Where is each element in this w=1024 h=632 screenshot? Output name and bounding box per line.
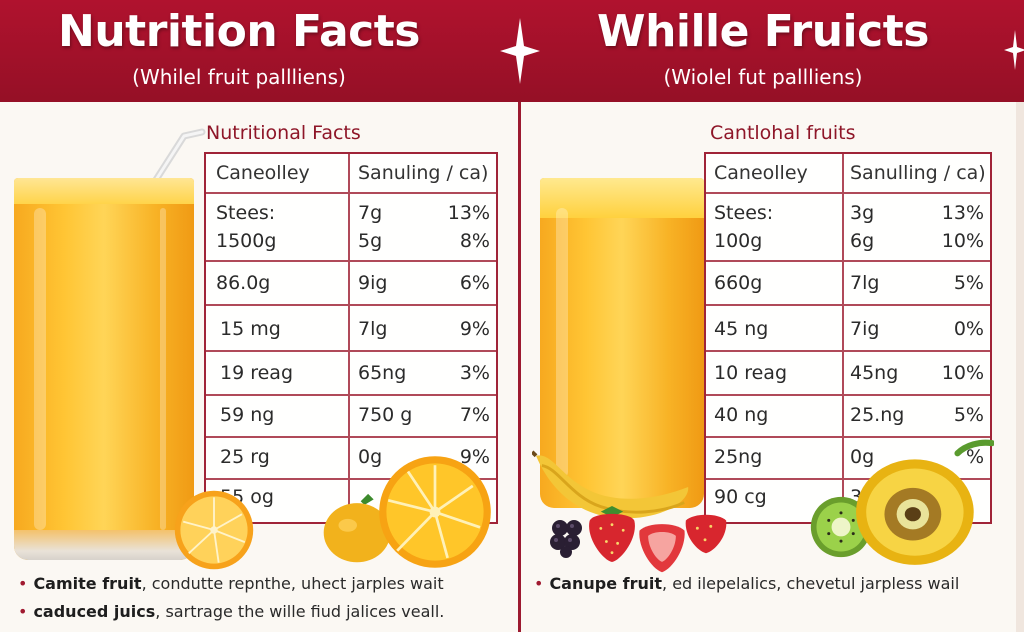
papaya-icon bbox=[856, 439, 994, 565]
nutrient-name: 1500g bbox=[216, 230, 277, 252]
strawberry-icon bbox=[685, 514, 727, 554]
nutrient-name: 86.0g bbox=[216, 272, 271, 294]
nutrient-amount: 0g bbox=[850, 446, 875, 468]
table-row: 660g 7lg 5% bbox=[706, 262, 990, 306]
daily-value: 10% bbox=[941, 362, 984, 384]
lemon-icon bbox=[323, 493, 391, 563]
column-header: Caneolley bbox=[714, 162, 808, 184]
nutrient-name: 19 reag bbox=[220, 362, 294, 384]
sparkle-icon bbox=[1004, 30, 1024, 70]
nutrient-name: Stees: bbox=[216, 202, 276, 224]
blackberry-icon bbox=[550, 520, 582, 558]
nutrient-amount: 65ng bbox=[358, 362, 407, 384]
nutrient-name: 59 ng bbox=[220, 404, 275, 426]
nutrient-name: 25 rg bbox=[220, 446, 270, 468]
right-section-title: Cantlohal fruits bbox=[710, 122, 856, 144]
bullet-note: • Canupe fruit, ed ilepelalics, chevetul … bbox=[534, 574, 960, 593]
right-nutrition-table: Caneolley Sanulling / ca) Stees: 3g 13% … bbox=[704, 152, 992, 524]
table-header-row: Caneolley Sanuling / ca) bbox=[206, 154, 496, 194]
column-header: Sanulling / ca) bbox=[850, 162, 986, 184]
table-row: 86.0g 9ig 6% bbox=[206, 262, 496, 306]
nutrient-amount: 7g bbox=[358, 202, 383, 224]
table-row: 45 ng 7ig 0% bbox=[706, 306, 990, 352]
daily-value: 13% bbox=[941, 202, 984, 224]
orange-slice-icon bbox=[379, 456, 491, 568]
daily-value: 5% bbox=[953, 404, 984, 426]
nutrient-name: 10 reag bbox=[714, 362, 788, 384]
table-row: 10 reag 45ng 10% bbox=[706, 352, 990, 396]
table-header-row: Caneolley Sanulling / ca) bbox=[706, 154, 990, 194]
nutrient-name: 660g bbox=[714, 272, 763, 294]
bullet-text: , ed ilepelalics, chevetul jarpless wail bbox=[662, 574, 960, 593]
daily-value: 0% bbox=[953, 318, 984, 340]
bullet-bold-text: Canupe fruit bbox=[549, 574, 663, 593]
table-row: Stees: 3g 13% 100g 6g 10% bbox=[706, 194, 990, 262]
daily-value: 6% bbox=[459, 272, 490, 294]
orange-slice-icon bbox=[174, 490, 254, 570]
table-row: Stees: 7g 13% 1500g 5g 8% bbox=[206, 194, 496, 262]
bullet-bold-text: caduced juics bbox=[33, 602, 156, 621]
strawberry-icon bbox=[639, 524, 685, 573]
bullet-bold-text: Camite fruit bbox=[33, 574, 142, 593]
nutrient-name: 40 ng bbox=[714, 404, 769, 426]
table-row: 15 mg 7lg 9% bbox=[206, 306, 496, 352]
daily-value: 3% bbox=[459, 362, 490, 384]
daily-value: 9% bbox=[459, 318, 490, 340]
juice-glass bbox=[14, 178, 194, 560]
table-row: 25ng 0g % bbox=[706, 438, 990, 480]
nutrient-amount: 6g bbox=[850, 230, 875, 252]
nutrient-amount: 9ig bbox=[358, 272, 388, 294]
daily-value: 9% bbox=[459, 446, 490, 468]
nutrient-name: Stees: bbox=[714, 202, 774, 224]
daily-value: % bbox=[965, 446, 984, 468]
bullet-text: , condutte repnthe, uhect jarples wait bbox=[141, 574, 444, 593]
table-row: 25 rg 0g 9% bbox=[206, 438, 496, 480]
strawberry-icon bbox=[589, 506, 635, 562]
page-edge bbox=[1016, 102, 1024, 632]
nutrient-amount: 7lg bbox=[358, 318, 388, 340]
daily-value: 10% bbox=[941, 230, 984, 252]
juice-glass bbox=[540, 178, 704, 508]
daily-value: 7% bbox=[459, 404, 490, 426]
bullet-note: • Camite fruit, condutte repnthe, uhect j… bbox=[18, 574, 444, 593]
right-page-subtitle: (Wiolel fut pallliens) bbox=[663, 65, 863, 89]
right-page-title: Whille Fruicts bbox=[597, 6, 929, 57]
bullet-note: • caduced juics, sartrage the wille fiud … bbox=[18, 602, 445, 621]
straw-icon bbox=[148, 128, 206, 188]
sparkle-icon bbox=[500, 18, 540, 84]
banana-icon bbox=[532, 450, 689, 519]
bullet-text: , sartrage the wille fiud jalices veall. bbox=[155, 602, 445, 621]
table-row: 40 ng 25.ng 5% bbox=[706, 396, 990, 438]
table-row: 59 ng 750 g 7% bbox=[206, 396, 496, 438]
table-row: 19 reag 65ng 3% bbox=[206, 352, 496, 396]
daily-value: 13% bbox=[447, 202, 490, 224]
nutrient-amount: 3g bbox=[850, 202, 875, 224]
right-header: Whille Fruicts (Wiolel fut pallliens) bbox=[548, 0, 978, 102]
column-header: Sanuling / ca) bbox=[358, 162, 489, 184]
nutrient-amount: 25.ng bbox=[850, 404, 905, 426]
nutrient-amount: 0g bbox=[358, 446, 383, 468]
left-page-subtitle: (Whilel fruit pallliens) bbox=[132, 65, 346, 89]
nutrient-name: 90 cg bbox=[714, 486, 767, 508]
nutrient-amount: 750 g bbox=[358, 404, 413, 426]
left-page-title: Nutrition Facts bbox=[58, 6, 420, 57]
nutrient-name: 100g bbox=[714, 230, 763, 252]
nutrient-name: 15 mg bbox=[220, 318, 281, 340]
nutrient-amount: 5g bbox=[358, 230, 383, 252]
nutrient-amount: 7lg bbox=[850, 272, 880, 294]
column-header: Caneolley bbox=[216, 162, 310, 184]
left-section-title: Nutritional Facts bbox=[206, 122, 361, 144]
daily-value: 8% bbox=[459, 230, 490, 252]
panel-divider bbox=[518, 102, 521, 632]
nutrient-amount: 45ng bbox=[850, 362, 899, 384]
daily-value: 5% bbox=[953, 272, 984, 294]
nutrient-amount: 7ig bbox=[850, 318, 880, 340]
left-header: Nutrition Facts (Whilel fruit pallliens) bbox=[0, 0, 478, 102]
nutrient-name: 25ng bbox=[714, 446, 763, 468]
header-banner: Nutrition Facts (Whilel fruit pallliens)… bbox=[0, 0, 1024, 102]
nutrient-name: 45 ng bbox=[714, 318, 769, 340]
